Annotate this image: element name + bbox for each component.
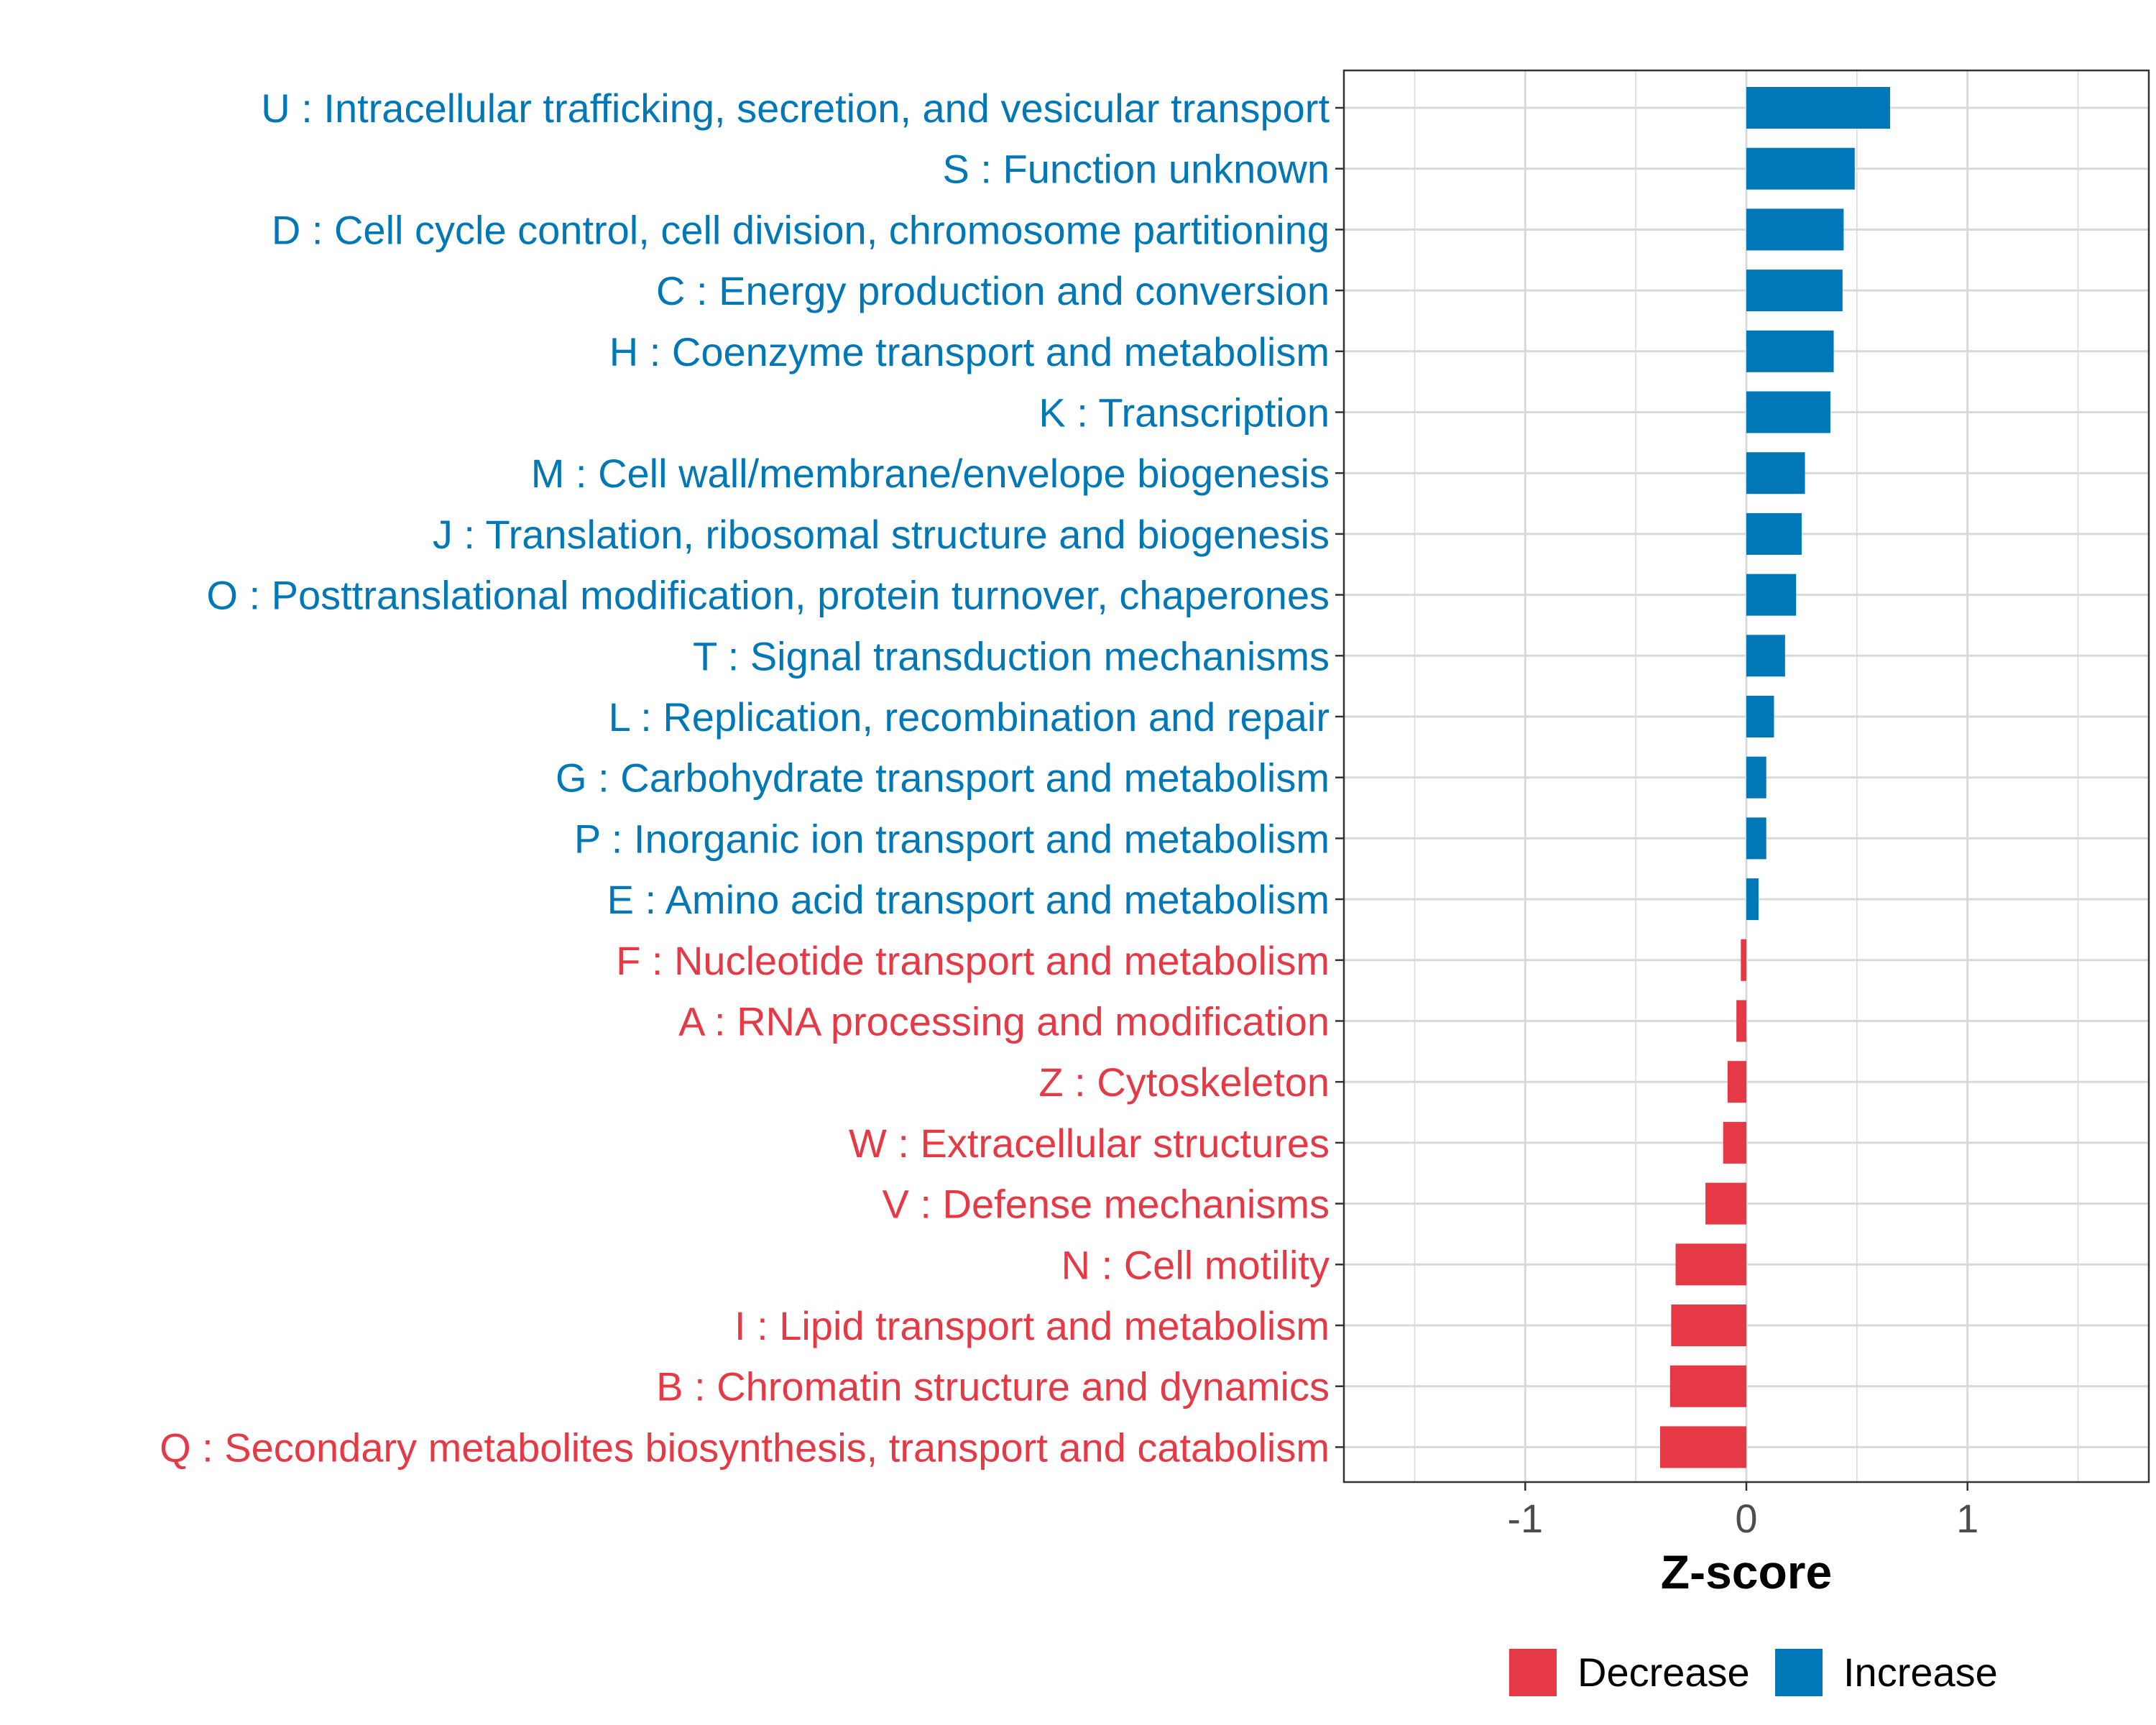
category-label: Z : Cytoskeleton: [1038, 1059, 1330, 1105]
x-tick-label: 1: [1956, 1496, 1978, 1541]
category-label: U : Intracellular trafficking, secretion…: [261, 86, 1330, 131]
bar-c: [1746, 270, 1843, 312]
legend-swatch-increase: [1775, 1649, 1823, 1696]
bar-z: [1727, 1061, 1746, 1103]
bar-v: [1705, 1182, 1746, 1225]
category-label: Q : Secondary metabolites biosynthesis, …: [160, 1425, 1330, 1470]
category-label: P : Inorganic ion transport and metaboli…: [574, 816, 1330, 861]
category-label: W : Extracellular structures: [849, 1121, 1330, 1166]
category-label: E : Amino acid transport and metabolism: [607, 877, 1330, 922]
bar-t: [1746, 635, 1785, 677]
category-label: O : Posttranslational modification, prot…: [206, 573, 1330, 618]
bar-e: [1746, 878, 1759, 921]
category-label: D : Cell cycle control, cell division, c…: [272, 207, 1330, 252]
bar-i: [1671, 1305, 1746, 1346]
bar-b: [1669, 1365, 1746, 1407]
category-label: F : Nucleotide transport and metabolism: [616, 938, 1330, 983]
bar-k: [1746, 391, 1830, 433]
legend-label-decrease: Decrease: [1577, 1650, 1750, 1695]
category-label: I : Lipid transport and metabolism: [734, 1303, 1330, 1348]
category-label: V : Defense mechanisms: [883, 1182, 1330, 1227]
bar-o: [1746, 574, 1797, 616]
bar-h: [1746, 330, 1834, 372]
legend: Decrease Increase: [1509, 1649, 1998, 1696]
category-label: J : Translation, ribosomal structure and…: [433, 512, 1330, 557]
bar-m: [1746, 452, 1805, 494]
bar-j: [1746, 512, 1802, 555]
category-label: S : Function unknown: [942, 147, 1330, 192]
bar-w: [1723, 1121, 1746, 1164]
x-axis-title: Z-score: [1661, 1545, 1832, 1598]
category-label: L : Replication, recombination and repai…: [609, 694, 1330, 740]
category-label: T : Signal transduction mechanisms: [693, 633, 1330, 678]
bar-g: [1746, 756, 1766, 799]
category-label: A : RNA processing and modification: [678, 999, 1330, 1044]
category-label: M : Cell wall/membrane/envelope biogenes…: [531, 451, 1330, 496]
category-label: H : Coenzyme transport and metabolism: [609, 329, 1330, 374]
bar-s: [1746, 147, 1855, 190]
category-label: C : Energy production and conversion: [656, 268, 1330, 313]
x-tick-label: -1: [1507, 1496, 1543, 1541]
bar-p: [1746, 817, 1766, 860]
bar-q: [1660, 1426, 1746, 1468]
bar-l: [1746, 696, 1774, 737]
bar-u: [1746, 87, 1890, 129]
category-label: B : Chromatin structure and dynamics: [656, 1364, 1330, 1409]
legend-swatch-decrease: [1509, 1649, 1557, 1696]
bar-a: [1736, 1000, 1746, 1042]
bar-f: [1741, 939, 1746, 981]
category-label: G : Carbohydrate transport and metabolis…: [556, 755, 1330, 801]
x-tick-label: 0: [1735, 1496, 1757, 1541]
bar-d: [1746, 208, 1844, 251]
x-axis: -1 0 1: [1507, 1482, 1978, 1541]
bar-n: [1675, 1243, 1746, 1286]
category-label: K : Transcription: [1038, 390, 1330, 436]
bars: [1660, 87, 1890, 1468]
category-labels: U : Intracellular trafficking, secretion…: [160, 86, 1344, 1470]
legend-label-increase: Increase: [1843, 1650, 1998, 1695]
category-label: N : Cell motility: [1061, 1242, 1330, 1287]
